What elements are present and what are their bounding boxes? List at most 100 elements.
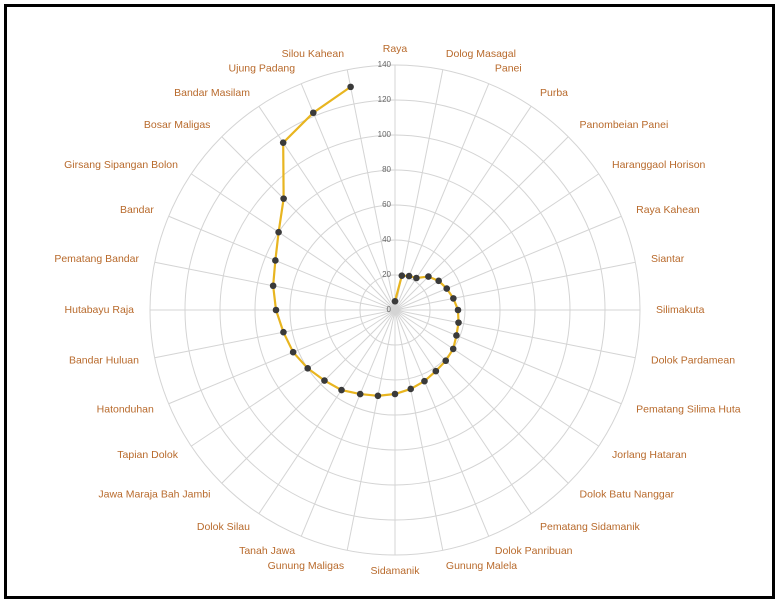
point xyxy=(405,272,413,280)
spoke xyxy=(394,69,444,311)
point xyxy=(435,277,442,285)
category-label: Dolok Batu Nanggar xyxy=(580,488,675,500)
category-label: Tanah Jawa xyxy=(239,545,295,557)
category-label: Siantar xyxy=(651,253,685,265)
category-label: Haranggaol Horison xyxy=(612,159,706,171)
category-label: Bandar Masilam xyxy=(174,87,250,99)
category-label: Tapian Dolok xyxy=(117,449,178,461)
category-label: Silou Kahean xyxy=(282,48,345,60)
category-label: Bandar xyxy=(120,204,154,216)
point xyxy=(398,272,406,279)
spoke xyxy=(168,309,396,405)
point xyxy=(280,328,287,336)
point xyxy=(275,228,282,236)
r-tick-label: 120 xyxy=(378,95,392,104)
spoke xyxy=(300,83,396,311)
point xyxy=(455,319,462,326)
r-tick-label: 140 xyxy=(378,60,392,69)
spoke xyxy=(191,309,396,447)
spoke xyxy=(221,309,396,484)
category-label: Ujung Padang xyxy=(229,63,296,75)
spoke xyxy=(394,173,599,311)
spoke xyxy=(154,309,396,359)
category-label: Pematang Bandar xyxy=(54,253,139,265)
point xyxy=(309,109,317,117)
point xyxy=(421,377,428,385)
spoke xyxy=(394,309,444,551)
spoke xyxy=(394,215,622,311)
category-label: Silimakuta xyxy=(656,304,705,316)
point xyxy=(407,385,415,393)
category-label: Raya xyxy=(383,43,408,55)
category-label: Jawa Maraja Bah Jambi xyxy=(98,488,210,500)
category-label: Girsang Sipangan Bolon xyxy=(64,159,178,171)
point xyxy=(413,274,420,282)
r-tick-label: 0 xyxy=(387,305,392,314)
point xyxy=(321,377,328,384)
point xyxy=(453,332,460,339)
point xyxy=(432,367,440,375)
point xyxy=(280,195,287,202)
point xyxy=(391,297,399,305)
spoke xyxy=(394,261,636,311)
point xyxy=(443,285,451,292)
category-label: Hutabayu Raja xyxy=(65,304,135,316)
point xyxy=(391,390,399,398)
spoke xyxy=(394,309,599,447)
point xyxy=(449,345,457,353)
category-label: Raya Kahean xyxy=(636,204,700,216)
point xyxy=(279,139,287,146)
spoke xyxy=(394,309,532,514)
spoke xyxy=(394,136,569,311)
category-label: Panombeian Panei xyxy=(580,119,669,131)
category-label: Dolok Silau xyxy=(197,521,250,533)
category-label: Pematang Sidamanik xyxy=(540,521,641,533)
category-label: Jorlang Hataran xyxy=(612,449,687,461)
point xyxy=(269,282,277,290)
category-label: Dolok Panribuan xyxy=(495,545,573,557)
point xyxy=(425,273,432,280)
category-label: Hatonduhan xyxy=(97,404,154,416)
point xyxy=(454,306,462,314)
point xyxy=(272,306,280,314)
frame xyxy=(4,4,775,599)
point xyxy=(356,390,364,398)
point xyxy=(338,386,345,394)
category-label: Gunung Malela xyxy=(446,560,517,572)
r-tick-label: 100 xyxy=(378,130,392,139)
spoke xyxy=(394,309,490,537)
spoke xyxy=(258,309,396,514)
r-tick-label: 80 xyxy=(382,165,391,174)
category-label: Pematang Silima Huta xyxy=(636,404,741,416)
category-label: Gunung Maligas xyxy=(268,560,344,572)
point xyxy=(442,357,450,365)
category-label: Dolok Pardamean xyxy=(651,355,735,367)
point xyxy=(374,392,382,400)
spoke xyxy=(394,83,490,311)
point xyxy=(347,83,354,91)
point xyxy=(450,295,457,302)
point xyxy=(304,365,311,372)
spoke xyxy=(191,173,396,311)
spoke xyxy=(300,309,396,537)
category-label: Bosar Maligas xyxy=(144,119,211,131)
spoke xyxy=(221,136,396,311)
spoke xyxy=(394,309,636,359)
r-tick-label: 40 xyxy=(382,235,391,244)
category-label: Dolog Masagal xyxy=(446,48,516,60)
category-label: Panei xyxy=(495,63,522,75)
point xyxy=(272,257,279,264)
r-tick-label: 60 xyxy=(382,200,391,209)
category-label: Sidamanik xyxy=(370,565,420,577)
spoke xyxy=(394,309,569,484)
spoke xyxy=(394,309,622,405)
spoke xyxy=(346,309,396,551)
spoke xyxy=(346,69,396,311)
spoke xyxy=(168,215,396,311)
r-tick-label: 20 xyxy=(382,270,391,279)
category-label: Purba xyxy=(540,87,568,99)
point xyxy=(289,348,297,356)
category-label: Bandar Huluan xyxy=(69,355,139,367)
